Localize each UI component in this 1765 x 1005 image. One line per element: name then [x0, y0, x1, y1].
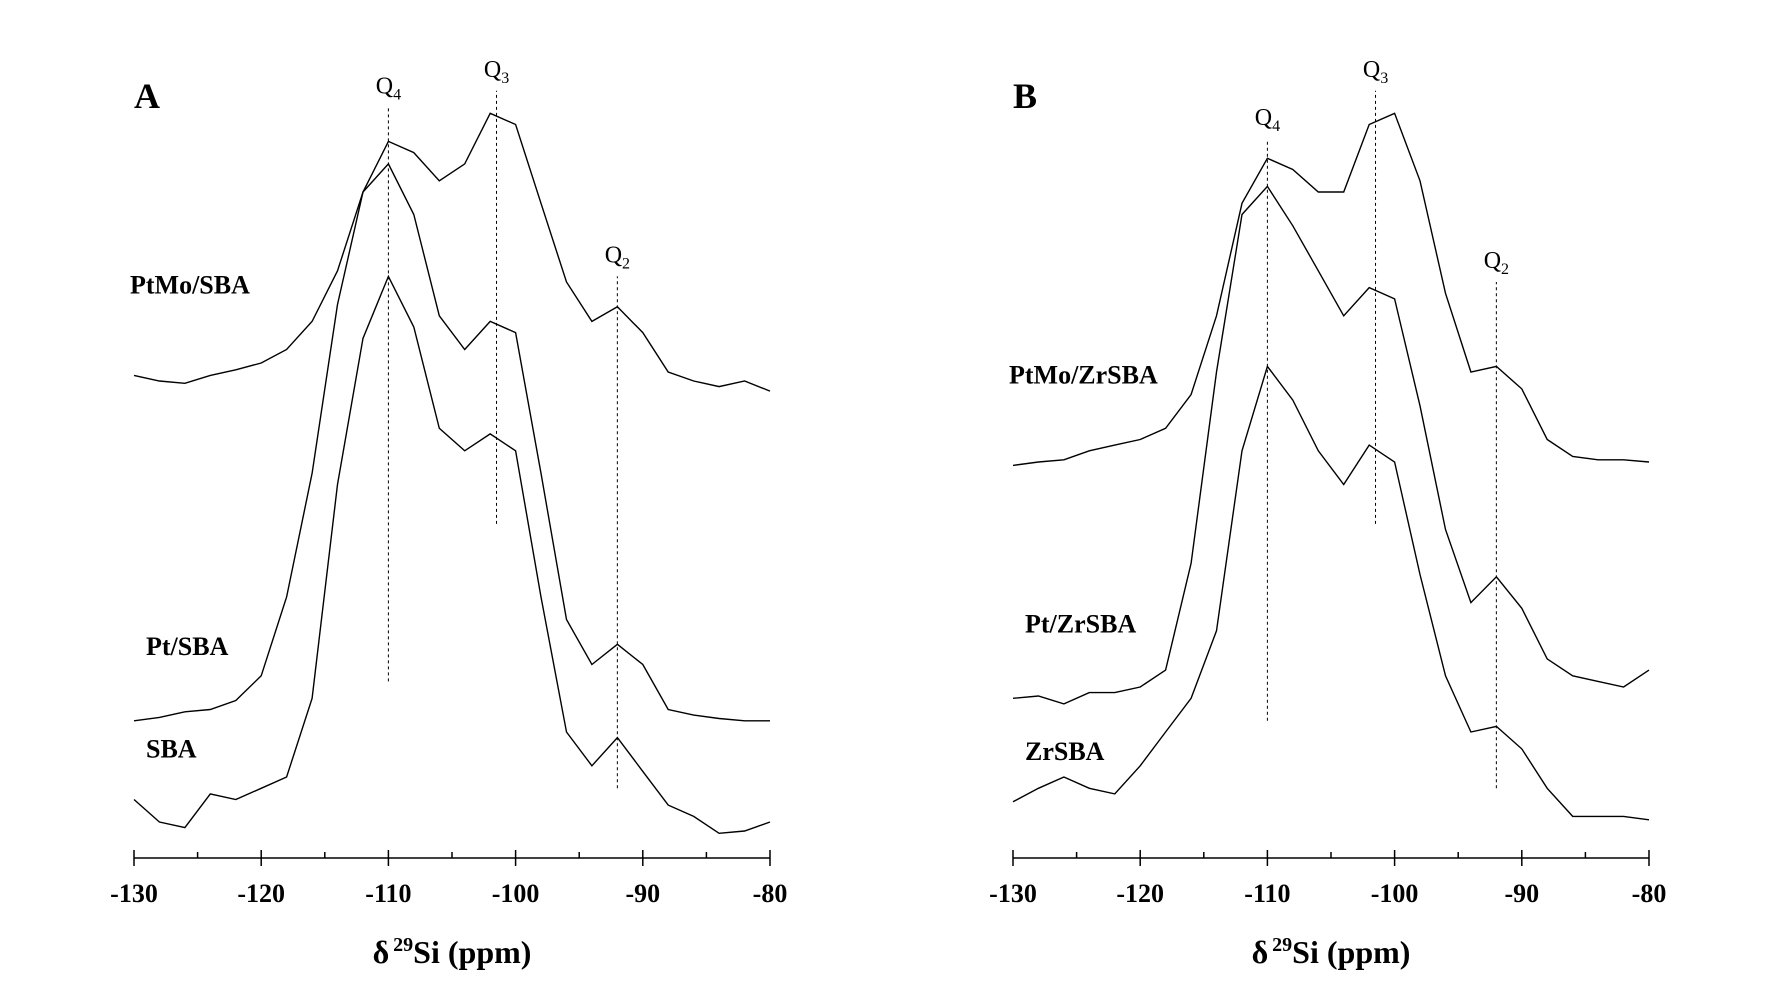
series-label: PtMo/SBA — [130, 270, 250, 299]
series-label: Pt/ZrSBA — [1025, 609, 1136, 638]
series-label: SBA — [146, 735, 197, 764]
peak-label-main: Q — [1363, 57, 1380, 83]
series-label: ZrSBA — [1025, 737, 1105, 766]
peak-label-subscript: 4 — [393, 87, 401, 104]
spectrum-line — [133, 162, 770, 722]
peak-label-subscript: 3 — [1380, 70, 1388, 87]
x-tick-label: -80 — [753, 879, 788, 908]
x-label-text: Si (ppm) — [413, 934, 531, 970]
x-tick-label: -100 — [492, 879, 540, 908]
peak-label-main: Q — [376, 74, 393, 100]
x-tick-label: -110 — [365, 879, 411, 908]
x-tick-label: -130 — [989, 879, 1037, 908]
x-tick-label: -90 — [1504, 879, 1539, 908]
spectrum-line — [133, 274, 771, 835]
x-axis-label: δ 29Si (ppm) — [373, 934, 532, 970]
spectrum-line — [1012, 185, 1650, 705]
peak-label: Q3 — [484, 57, 509, 87]
peak-label-subscript: 2 — [622, 255, 630, 272]
peak-label: Q2 — [1484, 248, 1509, 278]
x-tick-label: -100 — [1371, 879, 1419, 908]
panel-label: A — [134, 76, 160, 116]
peak-label: Q3 — [1363, 57, 1388, 87]
x-label-text: Si (ppm) — [1292, 934, 1410, 970]
peak-label-subscript: 4 — [1272, 118, 1280, 135]
x-tick-label: -130 — [110, 879, 158, 908]
peak-label: Q4 — [1255, 105, 1280, 135]
peak-label: Q4 — [376, 74, 401, 104]
spectrum-line — [1012, 112, 1650, 467]
peak-label-main: Q — [1484, 248, 1501, 274]
x-label-symbol: δ — [373, 934, 390, 970]
panel: B-130 -120 -110 -100 -90 -80δ 29Si (ppm)Q4Q3Q2… — [989, 57, 1666, 970]
peak-label-main: Q — [1255, 105, 1272, 131]
x-label-superscript: 29 — [393, 934, 413, 956]
peak-label: Q2 — [605, 242, 630, 272]
panel: A-130 -120 -110 -100 -90 -80δ 29Si (ppm)Q4Q3Q2… — [110, 57, 787, 970]
x-tick-label: -110 — [1244, 879, 1290, 908]
series-label: Pt/SBA — [146, 632, 229, 661]
x-label-superscript: 29 — [1272, 934, 1292, 956]
x-tick-label: -80 — [1632, 879, 1667, 908]
series-label: PtMo/ZrSBA — [1009, 360, 1158, 389]
spectrum-line — [133, 112, 771, 392]
x-tick-label: -120 — [1116, 879, 1164, 908]
peak-label-main: Q — [605, 242, 622, 268]
spectrum-line — [1012, 364, 1650, 821]
x-tick-label: -90 — [625, 879, 660, 908]
x-axis-label: δ 29Si (ppm) — [1252, 934, 1411, 970]
x-tick-label: -120 — [237, 879, 285, 908]
peak-label-subscript: 3 — [501, 70, 509, 87]
x-label-symbol: δ — [1252, 934, 1269, 970]
peak-label-subscript: 2 — [1501, 261, 1509, 278]
panel-label: B — [1013, 76, 1037, 116]
peak-label-main: Q — [484, 57, 501, 83]
